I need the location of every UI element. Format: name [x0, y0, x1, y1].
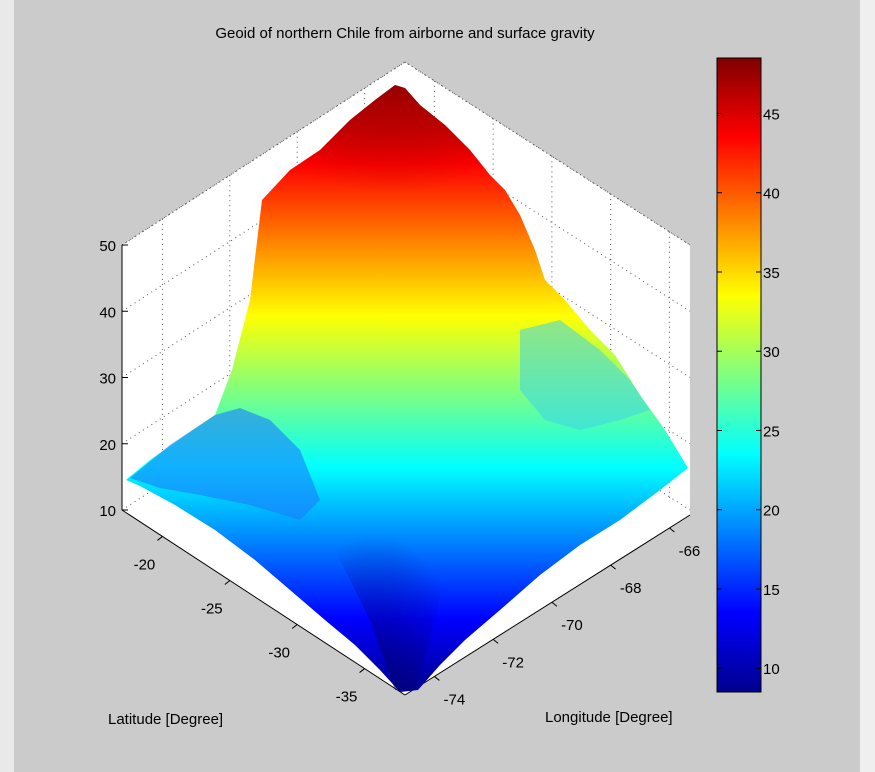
- latitude-tick-label: -20: [134, 556, 156, 573]
- colorbar-tick-label: 45: [763, 106, 780, 123]
- colorbar-tick-label: 15: [763, 582, 780, 599]
- latitude-tick-mark: [224, 580, 231, 585]
- z-tick-label: 20: [99, 437, 116, 454]
- colorbar-tick-label: 35: [763, 265, 780, 282]
- geoid-surface: [126, 85, 688, 692]
- z-tick-label: 30: [99, 371, 116, 388]
- chart-title: Geoid of northern Chile from airborne an…: [215, 25, 595, 42]
- latitude-axis-line: [121, 509, 406, 696]
- latitude-tick-mark: [157, 536, 163, 541]
- surface-cyan-basin: [520, 320, 650, 430]
- window-right-edge: [860, 0, 875, 772]
- latitude-tick-label: -25: [201, 600, 223, 617]
- surface-peak-shade: [262, 85, 520, 240]
- axes-edge-right: [404, 61, 691, 246]
- longitude-axis-ticks: -74 -72 -70 -68 -66: [434, 527, 701, 708]
- longitude-axis-label: Longitude [Degree]: [545, 709, 673, 726]
- latitude-tick-mark: [359, 668, 365, 673]
- longitude-tick-label: -68: [620, 580, 642, 597]
- window-left-edge: [0, 0, 14, 772]
- z-tick-label: 50: [99, 238, 116, 255]
- longitude-tick-mark: [551, 601, 558, 607]
- colorbar-gradient: [716, 57, 762, 693]
- longitude-tick-mark: [492, 638, 499, 644]
- colorbar-tick-label: 25: [763, 423, 780, 440]
- longitude-tick-label: -74: [444, 691, 466, 708]
- longitude-tick-label: -72: [502, 654, 524, 671]
- latitude-tick-label: -30: [268, 645, 290, 662]
- longitude-tick-label: -70: [561, 617, 583, 634]
- axes-edge-left: [121, 61, 406, 246]
- longitude-tick-label: -66: [679, 543, 701, 560]
- latitude-axis-ticks: -20 -25 -30 -35: [134, 536, 365, 706]
- surface-ridge-west: [130, 408, 320, 520]
- latitude-axis-label: Latitude [Degree]: [108, 711, 223, 728]
- colorbar-tick-label: 40: [763, 186, 780, 203]
- longitude-axis-line: [404, 514, 691, 696]
- longitude-tick-mark: [610, 564, 616, 570]
- colorbar-tick-label: 20: [763, 503, 780, 520]
- latitude-tick-mark: [291, 624, 298, 629]
- surface-valley-shade: [300, 430, 450, 690]
- colorbar-tick-label: 30: [763, 344, 780, 361]
- colorbar: 10 15 20 25 30 35 40 45: [716, 57, 780, 693]
- longitude-tick-mark: [669, 527, 675, 533]
- colorbar-ticks: 10 15 20 25 30 35 40 45: [717, 106, 780, 678]
- colorbar-tick-label: 10: [763, 661, 780, 678]
- longitude-tick-mark: [434, 676, 440, 681]
- z-tick-label: 10: [99, 503, 116, 520]
- latitude-tick-label: -35: [336, 689, 358, 706]
- z-axis-ticks: 10 20 30 40 50: [99, 238, 128, 520]
- z-tick-label: 40: [99, 304, 116, 321]
